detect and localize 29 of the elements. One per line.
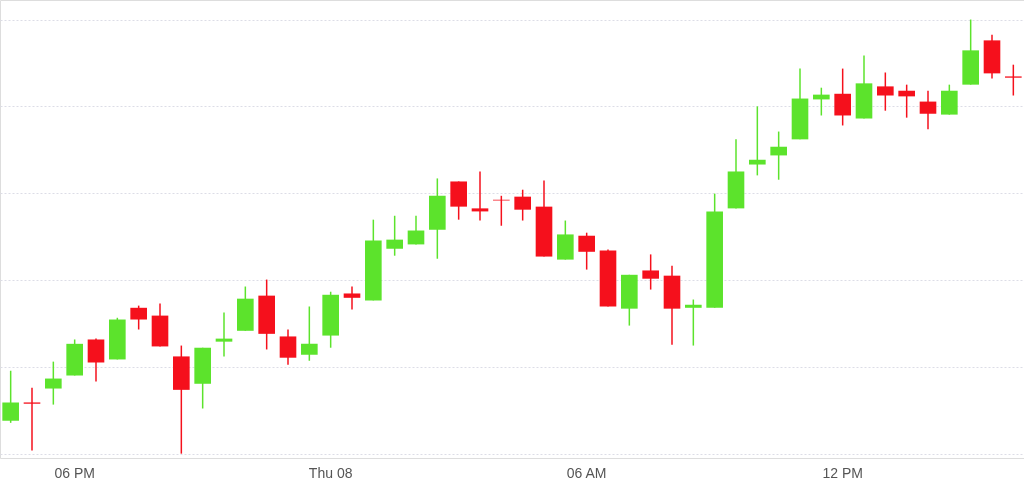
candlestick [215,311,233,358]
candlestick [834,67,851,127]
candlestick [919,89,937,131]
candlestick [407,215,425,246]
candlestick [471,170,489,222]
candlestick [749,105,766,177]
candlestick [514,188,531,222]
candlestick [23,386,41,452]
candlestick [87,337,105,383]
candlestick [493,195,510,227]
x-tick-label: Thu 08 [308,464,353,481]
candlestick [301,305,318,362]
candlestick [1005,63,1022,97]
candlestick [578,231,595,271]
candlestick [898,83,915,119]
candlestick [343,285,361,311]
candlestick [685,298,702,347]
candlestick [642,253,659,291]
candlestick [2,369,19,424]
x-tick-label: 12 PM [822,464,863,481]
candlestick [279,328,297,366]
candlestick [130,304,147,331]
x-tick-label: 06 AM [566,464,607,481]
candlestick [941,83,958,116]
candlestick [45,360,62,406]
candlestick [770,130,787,181]
candlestick [877,71,894,112]
x-tick-label: 06 PM [54,464,95,481]
candlestick [386,215,403,257]
